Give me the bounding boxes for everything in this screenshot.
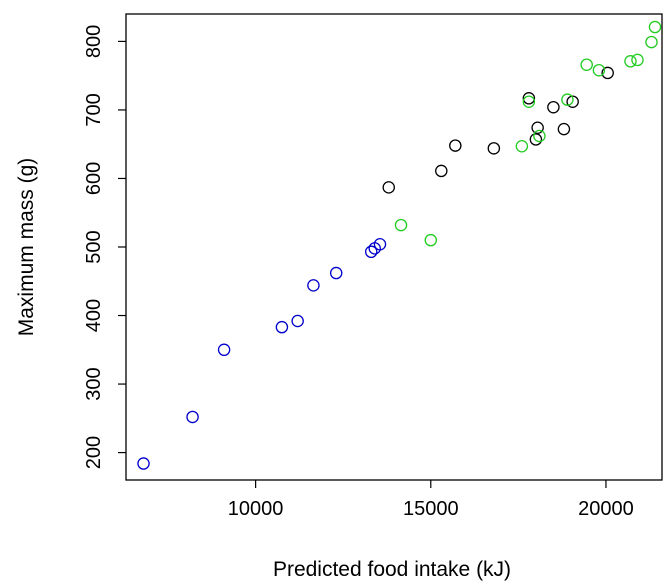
data-point [382,181,395,194]
data-point [557,122,571,136]
data-point [648,20,662,34]
y-tick-label: 500 [83,230,105,263]
data-point [364,245,378,259]
y-tick-label: 400 [83,299,105,332]
data-point [487,142,501,155]
y-tick-label: 800 [83,25,105,58]
data-point [373,238,387,251]
data-point [522,95,536,108]
x-tick-label: 20000 [578,498,634,520]
data-point [533,129,546,143]
data-point [601,66,614,80]
data-point [547,100,560,114]
data-point [531,121,544,135]
data-point [566,95,579,108]
data-point [449,139,462,152]
data-point [522,92,536,105]
data-point [515,140,529,153]
y-tick-label: 200 [83,436,105,469]
axes: 10000 15000 20000 200 300 400 500 600 700 800 [83,25,634,520]
y-tick-label: 600 [83,162,105,195]
data-point [217,343,231,357]
data-point [394,218,408,232]
data-point [275,320,289,334]
data-points [137,20,662,470]
x-tick-label: 15000 [403,498,459,520]
x-tick-label: 10000 [228,498,284,520]
y-tick-label: 700 [83,93,105,126]
data-point [424,233,438,247]
data-point [631,53,644,67]
data-point [529,133,543,146]
data-point [137,457,150,470]
data-point [307,279,320,292]
y-tick-label: 300 [83,367,105,400]
data-point [592,63,606,77]
data-point [580,58,593,71]
plot-frame [125,13,663,481]
data-point [624,55,637,68]
data-point [645,35,658,49]
data-point [435,164,448,178]
data-point [561,93,574,106]
data-point [329,266,343,280]
y-axis-title: Maximum mass (g) [15,158,38,337]
data-point [291,314,304,328]
data-point [186,410,199,424]
x-axis-title: Predicted food intake (kJ) [273,558,511,581]
